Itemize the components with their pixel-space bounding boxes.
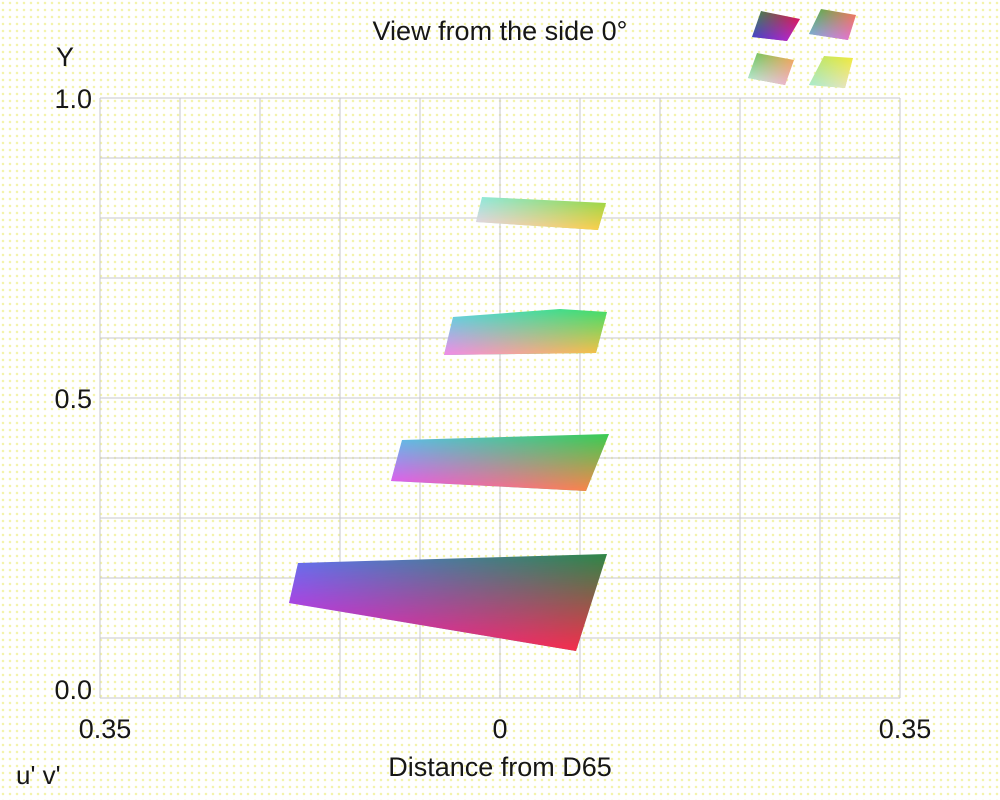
chart-title: View from the side 0° [372,16,628,46]
y-axis-title: Y [56,42,75,72]
x-tick-right-0-35: 0.35 [878,714,932,744]
thumbnail-slice-y-0.2 [752,11,800,41]
thumbnail-slice-y-0.6 [748,53,794,85]
gamut-slice-y-0.4 [391,434,609,491]
thumbnail-slice-y-0.4 [809,9,856,40]
gamut-slice-y-0.8 [476,197,606,230]
thumbnail-slice-y-0.8 [809,56,853,88]
uv-corner-label: u' v' [16,760,61,790]
x-tick-center-0: 0 [492,714,508,744]
x-axis-title: Distance from D65 [388,752,612,782]
gamut-slice-y-0.2 [289,554,607,651]
gamut-slice-y-0.6 [444,309,607,355]
y-tick-0-0: 0.0 [54,675,92,705]
y-tick-1-0: 1.0 [54,84,92,114]
x-tick-left-0-35: 0.35 [78,714,132,744]
y-tick-0-5: 0.5 [54,384,92,414]
